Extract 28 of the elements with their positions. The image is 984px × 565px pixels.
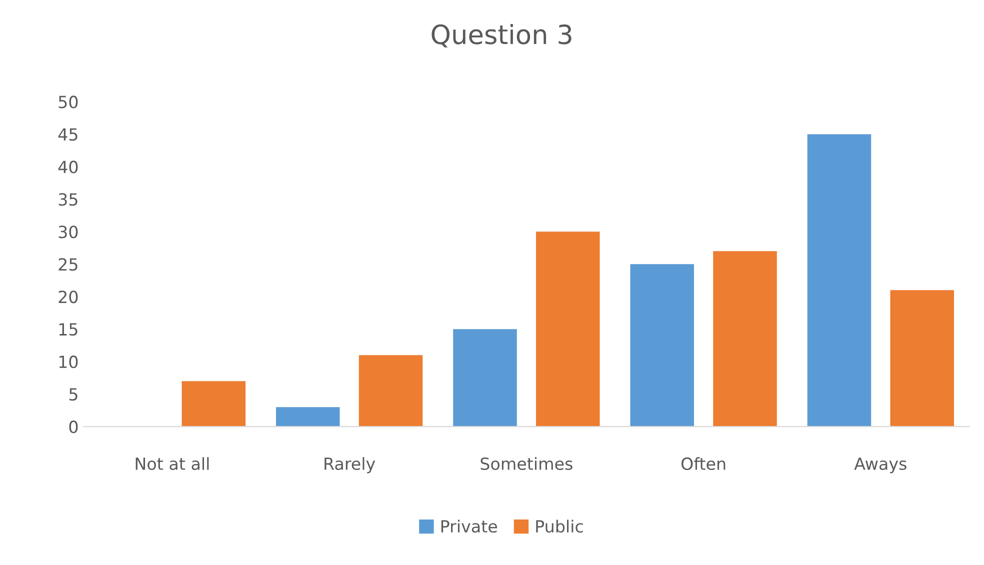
bar bbox=[713, 251, 777, 427]
chart-title: Question 3 bbox=[432, 24, 572, 48]
y-tick-label: 0 bbox=[69, 420, 78, 434]
bar bbox=[276, 407, 340, 427]
y-tick-label: 25 bbox=[58, 258, 78, 271]
bar bbox=[890, 290, 954, 427]
y-tick-label: 30 bbox=[58, 226, 78, 238]
bar bbox=[536, 232, 600, 427]
bar bbox=[182, 381, 246, 427]
x-tick-label: Not at all bbox=[136, 457, 209, 470]
y-tick-label: 50 bbox=[58, 96, 78, 108]
bar bbox=[358, 355, 423, 427]
bar bbox=[630, 264, 694, 427]
y-tick-label: 35 bbox=[58, 193, 78, 206]
y-tick-label: 5 bbox=[69, 388, 78, 401]
y-tick-label: 20 bbox=[58, 290, 78, 304]
y-tick-label: 45 bbox=[58, 128, 78, 141]
legend-label: Public bbox=[536, 520, 583, 533]
x-tick-label: Sometimes bbox=[480, 457, 572, 470]
x-tick-label: Rarely bbox=[324, 457, 376, 474]
y-tick-label: 40 bbox=[58, 160, 78, 174]
legend-label: Private bbox=[441, 520, 498, 533]
bar bbox=[453, 329, 517, 427]
x-tick-label: Aways bbox=[854, 458, 906, 474]
y-tick-label: 15 bbox=[59, 323, 78, 336]
x-tick-label: Often bbox=[681, 457, 726, 470]
y-tick-label: 10 bbox=[59, 356, 78, 368]
bar bbox=[807, 134, 872, 427]
